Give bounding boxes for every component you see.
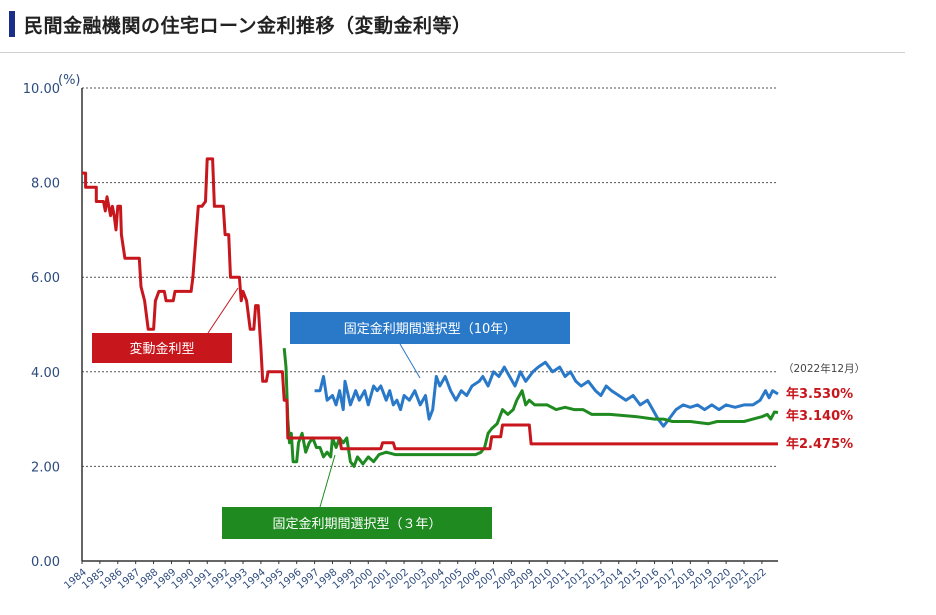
- page-title: 民間金融機関の住宅ローン金利推移（変動金利等）: [24, 15, 472, 37]
- leader-line-fixed-10yr: [399, 343, 421, 379]
- series-label-box-fixed-3yr: [222, 507, 492, 539]
- date-note: （2022年12月）: [783, 362, 865, 375]
- series-label-box-floating-rate: [92, 333, 232, 363]
- series-label-box-fixed-10yr: [290, 312, 570, 344]
- series-line-floating-rate: [82, 157, 778, 451]
- series-label-fixed-10yr: 固定金利期間選択型（10年）: [344, 321, 517, 337]
- series-label-floating-rate: 変動金利型: [129, 341, 194, 357]
- y-tick-label: 6.00: [31, 271, 60, 286]
- y-tick-label: 4.00: [31, 366, 60, 381]
- leader-line-fixed-3yr: [319, 454, 336, 508]
- end-value-label-floating-rate: 年2.475%: [786, 436, 853, 452]
- y-tick-label: 2.00: [31, 460, 60, 475]
- series-label-fixed-3yr: 固定金利期間選択型（３年）: [272, 516, 441, 532]
- end-value-label-fixed-3yr: 年3.140%: [786, 408, 853, 424]
- series-line-fixed-10yr: [314, 360, 779, 428]
- y-tick-label: 0.00: [31, 555, 60, 570]
- header-accent-bar: [9, 11, 15, 37]
- leader-line-floating-rate: [207, 287, 239, 334]
- y-tick-label: 8.00: [31, 177, 60, 192]
- y-axis-unit: (%): [58, 73, 81, 88]
- page-header: 民間金融機関の住宅ローン金利推移（変動金利等）: [0, 0, 905, 53]
- y-tick-label: 10.00: [23, 82, 60, 97]
- end-value-label-fixed-10yr: 年3.530%: [786, 386, 853, 402]
